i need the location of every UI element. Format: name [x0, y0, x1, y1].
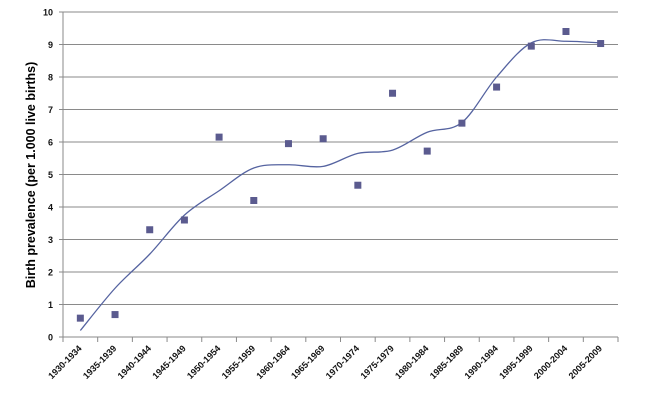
- x-tick-label: 1985-1989: [428, 343, 466, 381]
- x-tick-label: 1995-1999: [497, 343, 535, 381]
- data-point: [215, 133, 223, 141]
- data-point: [389, 89, 397, 97]
- y-tick-label: 1: [48, 300, 53, 310]
- y-tick-label: 8: [48, 73, 53, 83]
- data-point: [423, 147, 431, 155]
- data-point: [319, 135, 327, 143]
- data-point: [562, 28, 570, 35]
- x-tick-label: 1960-1964: [254, 343, 292, 381]
- y-tick-label: 5: [48, 170, 53, 180]
- y-tick-label: 9: [48, 40, 53, 50]
- x-tick-label: 1965-1969: [289, 343, 327, 381]
- x-tick-label: 1950-1954: [185, 343, 223, 381]
- data-point: [458, 119, 466, 127]
- x-tick-label: 1945-1949: [150, 343, 188, 381]
- y-axis-label: Birth prevalence (per 1.000 live births): [24, 62, 38, 288]
- x-tick-label: 1930-1934: [46, 343, 84, 381]
- x-tick-label: 1990-1994: [462, 343, 500, 381]
- x-tick-label: 1970-1974: [324, 343, 362, 381]
- data-point: [111, 311, 119, 319]
- data-point: [354, 181, 362, 189]
- data-point: [493, 83, 501, 91]
- data-point: [527, 42, 535, 50]
- trend-line: [79, 39, 601, 331]
- x-tick-labels: 1930-19341935-19391940-19441945-19491950…: [46, 343, 604, 381]
- y-tick-label: 2: [48, 268, 53, 278]
- data-point: [597, 40, 605, 48]
- x-tick-label: 1975-1979: [358, 343, 396, 381]
- y-tick-labels: 0 1 2 3 4 5 6 7 8 9 10: [43, 8, 53, 343]
- data-point: [76, 314, 84, 322]
- x-tick-label: 1955-1959: [220, 343, 258, 381]
- y-tick-label: 3: [48, 235, 53, 245]
- gridlines: [63, 11, 618, 305]
- y-tick-label: 0: [48, 333, 53, 343]
- y-tick-label: 10: [43, 8, 53, 18]
- data-point: [250, 197, 258, 204]
- y-tick-label: 4: [48, 203, 53, 213]
- x-tick-label: 1980-1984: [393, 343, 431, 381]
- data-points: [76, 28, 605, 322]
- axes: [59, 11, 619, 342]
- y-tick-label: 6: [48, 138, 53, 148]
- x-tick-label: 1940-1944: [116, 343, 154, 381]
- data-point: [180, 216, 188, 224]
- data-point: [146, 226, 154, 234]
- data-point: [284, 140, 292, 148]
- x-tick-label: 1935-1939: [81, 343, 119, 381]
- y-tick-label: 7: [48, 105, 53, 115]
- x-tick-label: 2000-2004: [532, 343, 570, 381]
- x-tick-label: 2005-2009: [567, 343, 605, 381]
